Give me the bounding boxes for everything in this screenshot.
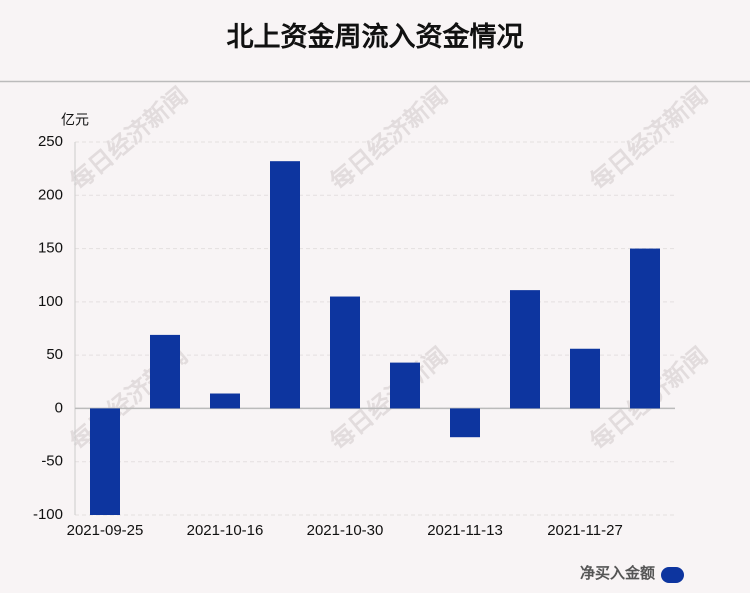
x-tick-label: 2021-10-30 [307,522,384,539]
y-tick-label: 150 [38,240,63,257]
legend-label: 净买入金额 [580,564,655,582]
y-tick-label: 250 [38,133,63,150]
chart-title: 北上资金周流入资金情况 [227,21,524,52]
bar [390,362,420,409]
legend-swatch [661,567,684,583]
bar [210,393,240,409]
y-tick-label: 50 [46,346,63,363]
bar [510,290,540,409]
x-tick-label: 2021-11-13 [427,522,503,539]
y-tick-label: 200 [38,186,63,203]
y-tick-label: 0 [55,399,63,416]
y-unit: 亿元 [61,112,89,128]
y-tick-label: -50 [41,453,63,470]
x-tick-label: 2021-10-16 [187,522,264,539]
y-tick-label: -100 [33,506,63,523]
bar [270,161,300,409]
bar [450,408,480,438]
bar [150,334,180,409]
bar [330,296,360,409]
x-tick-label: 2021-09-25 [67,522,144,539]
x-tick-label: 2021-11-27 [547,522,623,539]
bar [630,248,660,409]
bar [570,348,600,409]
bar [90,408,120,515]
y-tick-label: 100 [38,293,63,310]
